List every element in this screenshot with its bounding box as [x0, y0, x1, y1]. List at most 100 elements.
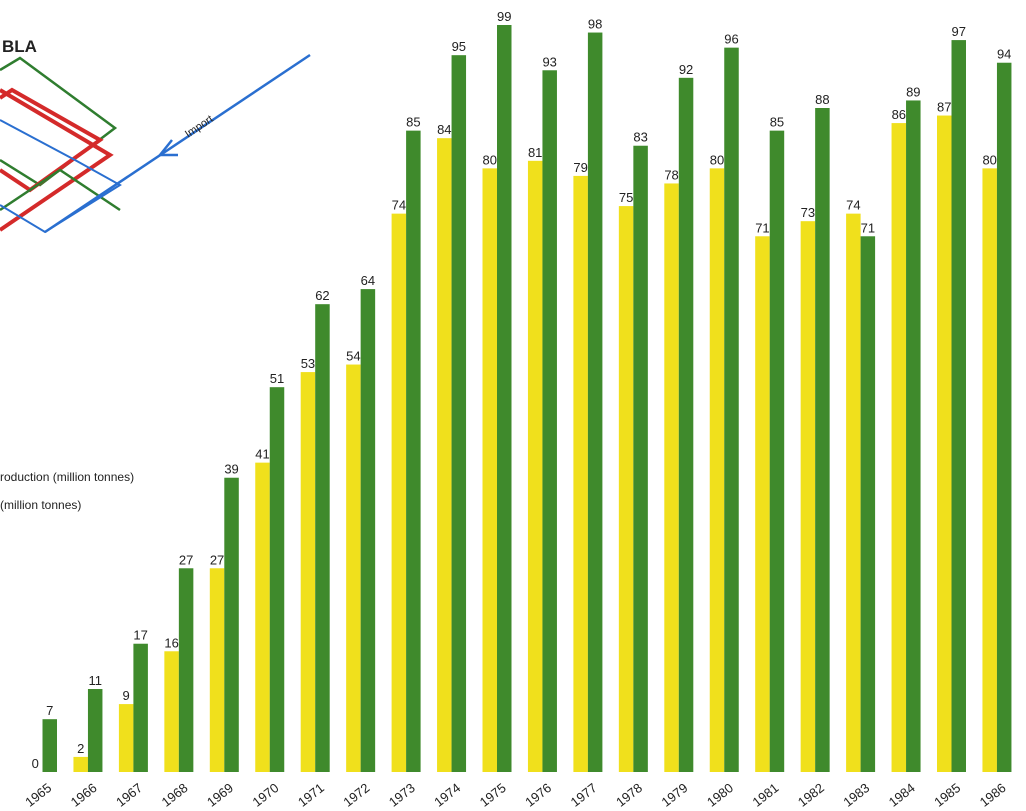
bar [118, 704, 134, 772]
x-tick-label: 1973 [386, 780, 418, 810]
value-label: 86 [892, 107, 906, 122]
value-label: 85 [770, 115, 784, 130]
bar [724, 47, 739, 773]
bar [618, 206, 634, 772]
bar [906, 100, 921, 773]
value-label: 54 [346, 349, 360, 364]
value-label: 53 [301, 356, 315, 371]
x-tick-label: 1974 [431, 780, 463, 810]
value-label: 64 [361, 273, 375, 288]
value-label: 74 [392, 198, 406, 213]
value-label: 16 [164, 635, 178, 650]
x-tick-label: 1966 [68, 780, 100, 810]
flow-diagram [0, 53, 311, 234]
value-label: 80 [982, 152, 996, 167]
bar [996, 62, 1012, 772]
bar [815, 108, 830, 772]
bar [482, 168, 497, 772]
x-tick-label: 1968 [159, 780, 191, 810]
x-tick-label: 1969 [204, 780, 236, 810]
x-tick-label: 1977 [568, 780, 600, 810]
bar [360, 289, 376, 772]
bar [769, 130, 785, 773]
value-label: 87 [937, 100, 951, 115]
value-label: 17 [133, 628, 147, 643]
bar [209, 568, 225, 772]
bar [846, 213, 861, 773]
value-label: 95 [452, 39, 466, 54]
value-label: 7 [46, 703, 53, 718]
x-tick-label: 1971 [295, 780, 327, 810]
bar [269, 387, 285, 772]
value-label: 39 [224, 462, 238, 477]
bar [406, 130, 421, 773]
bar [164, 651, 179, 772]
value-label: 78 [664, 167, 678, 182]
value-label: 11 [88, 673, 102, 688]
value-label: 79 [573, 160, 587, 175]
value-label: 41 [255, 447, 269, 462]
bar [664, 183, 679, 773]
value-label: 92 [679, 62, 693, 77]
bar [255, 462, 270, 772]
value-label: 97 [952, 24, 966, 39]
x-tick-label: 1975 [477, 780, 509, 810]
bar [315, 304, 330, 772]
bar [42, 719, 57, 772]
bar [678, 77, 694, 773]
bar [709, 168, 725, 772]
bar [937, 115, 952, 772]
bar [891, 123, 907, 772]
bar [133, 643, 148, 772]
bar [527, 160, 543, 772]
value-label: 80 [483, 152, 497, 167]
chart-title: BLA [2, 37, 37, 56]
bar [437, 138, 452, 772]
value-label: 99 [497, 9, 511, 24]
bar [587, 32, 603, 772]
bar [497, 25, 512, 772]
bar [73, 756, 88, 772]
value-label: 81 [528, 145, 542, 160]
value-label: 93 [542, 54, 556, 69]
value-label: 85 [406, 115, 420, 130]
bar [451, 55, 467, 772]
x-tick-label: 1986 [977, 780, 1009, 810]
value-label: 9 [123, 688, 130, 703]
bar [87, 689, 103, 772]
x-tick-label: 1981 [749, 780, 781, 810]
legend-label: roduction (million tonnes) [0, 470, 134, 484]
bar [982, 168, 997, 772]
x-tick-label: 1984 [886, 780, 918, 810]
bar [542, 70, 557, 773]
bar [633, 145, 648, 772]
value-label: 71 [755, 220, 769, 235]
value-label: 98 [588, 17, 602, 32]
bar [346, 364, 361, 772]
bar [860, 236, 876, 773]
x-tick-label: 1970 [249, 780, 281, 810]
bar [800, 221, 816, 772]
bar [755, 236, 770, 773]
x-tick-label: 1972 [340, 780, 372, 810]
bar [573, 175, 588, 773]
x-tick-label: 1967 [113, 780, 145, 810]
value-label: 80 [710, 152, 724, 167]
x-tick-label: 1965 [22, 780, 54, 810]
value-label: 73 [801, 205, 815, 220]
x-tick-label: 1976 [522, 780, 554, 810]
value-label: 89 [906, 84, 920, 99]
value-label: 0 [32, 756, 39, 771]
value-label: 62 [315, 288, 329, 303]
value-label: 71 [861, 220, 875, 235]
value-label: 88 [815, 92, 829, 107]
value-label: 83 [633, 130, 647, 145]
x-tick-label: 1982 [795, 780, 827, 810]
legend-label: (million tonnes) [0, 498, 81, 512]
annotation: Import [183, 113, 216, 140]
bar [224, 477, 239, 772]
bar [391, 213, 407, 773]
value-label: 27 [179, 552, 193, 567]
value-label: 51 [270, 371, 284, 386]
